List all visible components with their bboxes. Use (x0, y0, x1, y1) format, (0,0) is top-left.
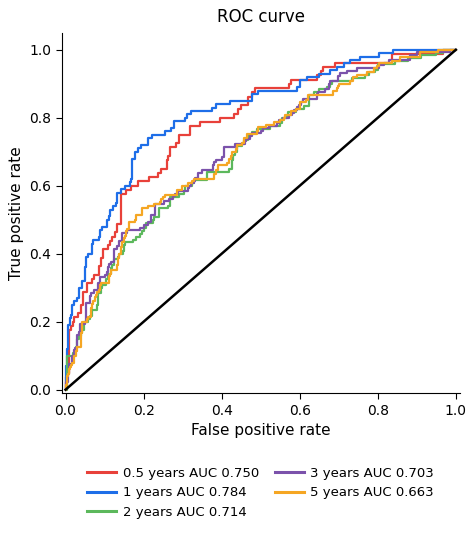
Legend: 0.5 years AUC 0.750, 1 years AUC 0.784, 2 years AUC 0.714, 3 years AUC 0.703, 5 : 0.5 years AUC 0.750, 1 years AUC 0.784, … (83, 463, 438, 523)
Title: ROC curve: ROC curve (217, 8, 305, 26)
X-axis label: False positive rate: False positive rate (191, 423, 330, 438)
Y-axis label: True positive rate: True positive rate (9, 146, 24, 280)
